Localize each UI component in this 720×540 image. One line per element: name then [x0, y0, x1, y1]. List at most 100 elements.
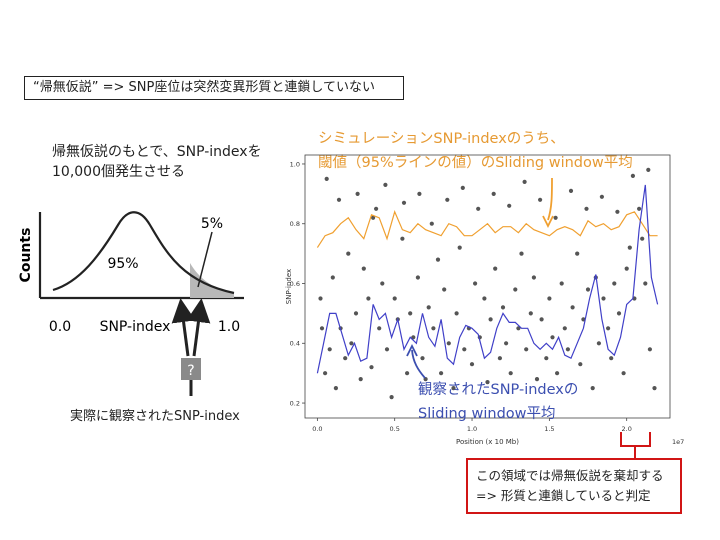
snp-data-point	[522, 179, 527, 184]
snp-data-point	[462, 347, 467, 352]
snp-data-point	[500, 305, 506, 310]
null-hypothesis-description: 帰無仮説のもとで、SNP-indexを 10,000個発生させる	[52, 142, 262, 182]
chart-xlabel: Position (x 10 Mb)	[456, 438, 519, 446]
blue-annotation: 観察されたSNP-indexの Sliding window平均	[418, 378, 578, 426]
snp-data-point	[429, 221, 434, 226]
orange-callout-arrowhead	[542, 215, 554, 229]
snp-data-point	[411, 335, 416, 340]
snp-data-point	[420, 356, 425, 361]
snp-data-point	[493, 266, 498, 271]
distribution-curve	[52, 211, 235, 295]
snp-data-point	[630, 173, 636, 178]
snp-data-point	[384, 347, 390, 352]
snp-data-point	[596, 341, 602, 346]
observed-caption: 実際に観察されたSNP-index	[70, 409, 240, 424]
snp-data-point	[371, 215, 376, 220]
snp-data-point	[353, 311, 359, 316]
snp-data-point	[524, 347, 529, 352]
snp-data-point	[454, 311, 459, 316]
snp-data-point	[590, 386, 595, 391]
snp-data-point	[647, 347, 653, 352]
snp-data-point	[473, 281, 478, 286]
snp-data-point	[528, 311, 533, 316]
y-tick-label: 0.2	[290, 399, 300, 407]
x-tick-label: 2.0	[622, 425, 632, 433]
snp-data-point	[491, 191, 496, 196]
question-mark: ?	[187, 363, 194, 379]
snp-data-point	[516, 326, 521, 331]
snp-data-point	[323, 371, 328, 376]
center-percent-label: 95%	[107, 256, 138, 272]
null-distribution-diagram: Counts 95% 5% 0.0 SNP-index 1.0 ?	[18, 211, 244, 396]
snp-data-point	[640, 236, 645, 241]
orange-annotation: シミュレーションSNP-indexのうち、 閾値（95%ラインの値）のSlidi…	[318, 127, 633, 175]
snp-data-point	[643, 281, 648, 286]
snp-data-point	[346, 251, 351, 256]
snp-data-point	[374, 206, 379, 211]
snp-data-point	[544, 356, 549, 361]
snp-data-point	[606, 326, 611, 331]
x-max-label: 1.0	[218, 319, 240, 335]
snp-data-point	[389, 395, 394, 400]
snp-data-point	[319, 326, 325, 331]
snp-data-point	[405, 371, 410, 376]
snp-data-point	[652, 386, 657, 391]
tail-percent-label: 5%	[201, 216, 223, 232]
snp-data-point	[616, 311, 622, 316]
snp-data-point	[355, 191, 360, 196]
snp-data-point	[476, 206, 481, 211]
snp-data-point	[336, 197, 342, 202]
snp-data-point	[553, 215, 558, 220]
plot-frame	[304, 154, 671, 419]
snp-data-point	[330, 275, 335, 280]
reject-line-2: => 形質と連鎖していると判定	[476, 488, 651, 503]
orange-annotation-line-2: 閾値（95%ラインの値）のSliding window平均	[318, 155, 633, 171]
null-hypothesis-line-2: 10,000個発生させる	[52, 164, 185, 180]
null-hypothesis-line-1: 帰無仮説のもとで、SNP-indexを	[52, 144, 262, 160]
snp-data-point	[377, 326, 382, 331]
snp-data-point	[445, 197, 450, 202]
snp-data-point	[601, 296, 606, 301]
snp-data-point	[555, 371, 560, 376]
snp-data-point	[343, 356, 348, 361]
snp-data-point	[570, 305, 575, 310]
snp-data-point	[451, 386, 456, 391]
snp-data-point	[488, 317, 493, 322]
x-min-label: 0.0	[49, 319, 71, 335]
snp-data-point	[442, 287, 447, 292]
snp-data-point	[612, 281, 617, 286]
x-exponent-label: 1e7	[672, 438, 684, 446]
snp-data-point	[431, 326, 436, 331]
observed-marker-box	[181, 358, 201, 380]
y-tick-label: 0.6	[290, 280, 300, 288]
x-tick-label: 1.0	[467, 425, 477, 433]
distribution-ylabel: Counts	[18, 228, 34, 283]
snp-data-point	[469, 362, 475, 367]
snp-data-point	[417, 191, 422, 196]
snp-data-point	[585, 287, 591, 292]
y-tick-label: 0.8	[290, 220, 300, 228]
snp-data-point	[513, 287, 518, 292]
snp-data-point	[460, 185, 465, 190]
snp-data-point	[457, 245, 462, 250]
snp-data-point	[531, 275, 537, 280]
snp-data-point	[426, 305, 431, 310]
snp-data-point	[361, 266, 366, 271]
snp-data-point	[482, 296, 487, 301]
blue-annotation-line-2: Sliding window平均	[418, 406, 556, 422]
title-box: “帰無仮説” => SNP座位は突然変異形質と連鎖していない	[24, 76, 404, 100]
blue-annotation-line-1: 観察されたSNP-indexの	[418, 382, 579, 398]
snp-data-point	[327, 347, 332, 352]
snp-data-point	[507, 203, 512, 208]
snp-data-point	[559, 281, 564, 286]
snp-data-point	[366, 296, 371, 301]
snp-data-point	[318, 296, 323, 301]
x-tick-label: 0.5	[390, 425, 400, 433]
snp-data-point	[547, 296, 552, 301]
observed-arrow-right	[186, 298, 211, 357]
snp-data-point	[646, 167, 651, 172]
snp-data-point	[568, 188, 574, 193]
orange-callout-arrow	[547, 177, 553, 221]
snp-data-point	[485, 380, 490, 385]
snp-data-point	[539, 317, 544, 322]
